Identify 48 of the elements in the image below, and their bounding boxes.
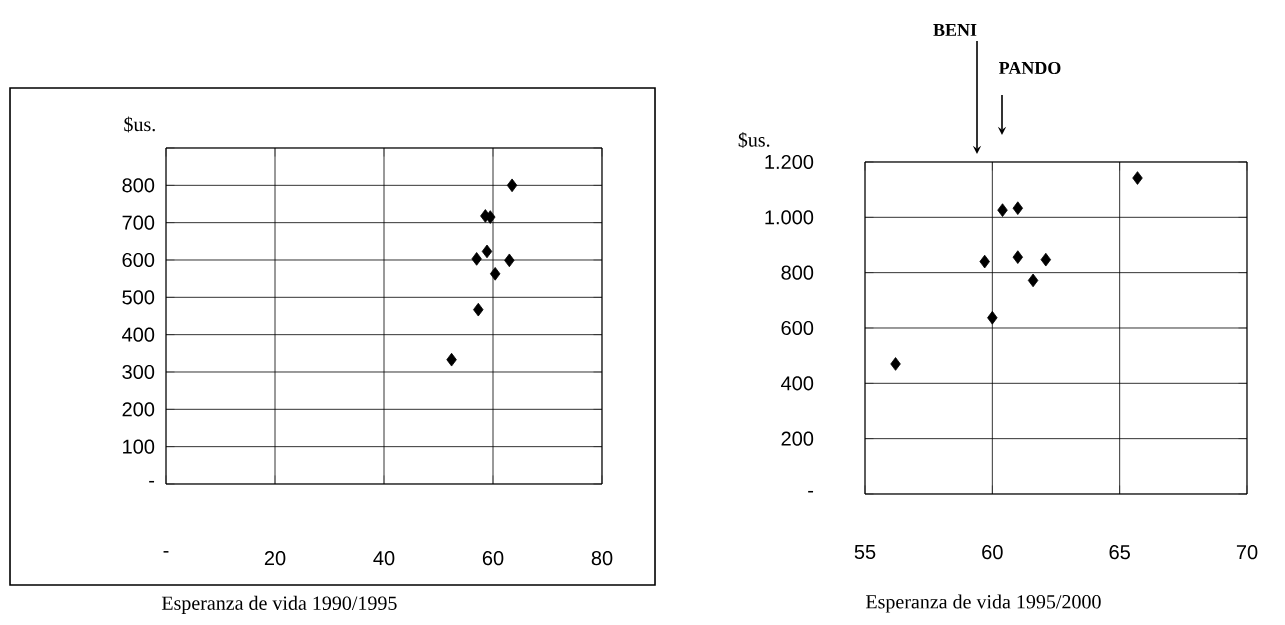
y-tick-label: 200 [122, 402, 155, 417]
x-axis-title: Esperanza de vida 1995/2000 [865, 594, 1101, 613]
x-tick-label: 80 [591, 551, 613, 566]
x-tick-label: 70 [1236, 545, 1258, 560]
point [1027, 273, 1039, 288]
y-axis-title: $us. [124, 116, 155, 133]
x-tick-label: - [163, 551, 169, 553]
y-tick-label: 400 [122, 327, 155, 342]
text: PANDO [998, 61, 1061, 75]
y-tick-label: 800 [781, 265, 814, 280]
y-tick-label: 400 [781, 376, 814, 391]
point [489, 267, 501, 281]
x-tick-label: 20 [264, 551, 286, 566]
point [481, 244, 493, 259]
y-tick-label: 200 [781, 431, 814, 446]
x-tick-label: 55 [854, 545, 876, 559]
x-axis-title: Esperanza de vida 1990/1995 [161, 595, 397, 615]
point [485, 210, 496, 224]
point [997, 203, 1008, 217]
point [471, 252, 482, 266]
y-tick-label: 500 [122, 290, 155, 305]
point [890, 357, 901, 371]
point [1012, 250, 1023, 264]
point [504, 253, 515, 268]
point [473, 302, 484, 317]
x-tick-label: 60 [982, 545, 1003, 560]
point [1040, 252, 1052, 267]
y-tick-label: 800 [122, 178, 155, 193]
y-tick-label: - [149, 480, 155, 483]
y-tick-label: 300 [122, 364, 155, 380]
point [1132, 171, 1143, 185]
y-tick-label: 600 [781, 320, 814, 336]
y-tick-label: 1.200 [765, 154, 814, 170]
y-tick-label: 700 [122, 215, 155, 230]
point [987, 310, 998, 325]
point [1012, 201, 1023, 215]
x-tick-label: 40 [373, 551, 395, 566]
text: BENI [933, 24, 977, 36]
x-tick-label: 65 [1109, 545, 1130, 560]
y-tick-label: - [808, 490, 814, 493]
point [446, 352, 457, 367]
y-tick-label: 100 [123, 439, 155, 454]
y-tick-label: 600 [122, 252, 155, 268]
point [506, 178, 518, 193]
y-axis-title: $us. [738, 132, 770, 149]
point [979, 254, 990, 269]
y-tick-label: 1.000 [765, 210, 814, 225]
x-tick-label: 60 [482, 551, 504, 566]
